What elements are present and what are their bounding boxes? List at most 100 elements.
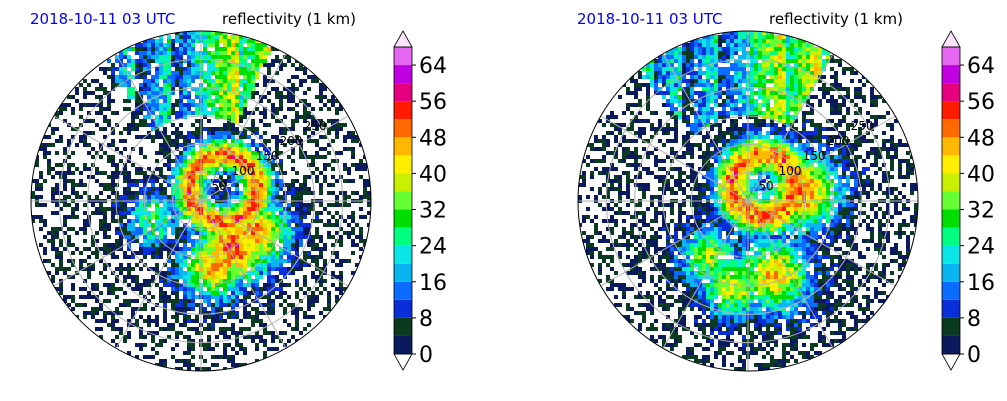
reflectivity-cell bbox=[758, 91, 762, 95]
reflectivity-cell bbox=[155, 115, 159, 119]
reflectivity-cell bbox=[271, 303, 275, 307]
reflectivity-cell bbox=[702, 59, 706, 63]
reflectivity-cell bbox=[103, 223, 107, 227]
reflectivity-cell bbox=[275, 163, 279, 167]
reflectivity-cell bbox=[810, 83, 814, 87]
reflectivity-cell bbox=[363, 187, 367, 191]
reflectivity-cell bbox=[287, 231, 291, 235]
reflectivity-cell bbox=[159, 75, 163, 79]
reflectivity-cell bbox=[291, 119, 295, 123]
reflectivity-cell bbox=[115, 319, 119, 323]
reflectivity-cell bbox=[718, 43, 722, 47]
reflectivity-cell bbox=[878, 115, 882, 119]
reflectivity-cell bbox=[123, 303, 127, 307]
reflectivity-cell bbox=[810, 111, 814, 115]
reflectivity-cell bbox=[251, 191, 255, 195]
reflectivity-cell bbox=[658, 63, 662, 67]
reflectivity-cell bbox=[798, 131, 802, 135]
reflectivity-cell bbox=[183, 143, 187, 147]
reflectivity-cell bbox=[287, 255, 291, 259]
reflectivity-cell bbox=[862, 123, 866, 127]
reflectivity-cell bbox=[239, 195, 243, 199]
reflectivity-cell bbox=[279, 99, 283, 103]
reflectivity-cell bbox=[738, 95, 742, 99]
reflectivity-cell bbox=[255, 331, 259, 335]
reflectivity-cell bbox=[766, 147, 770, 151]
reflectivity-cell bbox=[259, 311, 263, 315]
reflectivity-cell bbox=[107, 235, 111, 239]
reflectivity-cell bbox=[235, 191, 239, 195]
reflectivity-cell bbox=[123, 127, 127, 131]
reflectivity-cell bbox=[231, 211, 235, 215]
reflectivity-cell bbox=[750, 59, 754, 63]
reflectivity-cell bbox=[838, 135, 842, 139]
reflectivity-cell bbox=[754, 127, 758, 131]
reflectivity-cell bbox=[183, 103, 187, 107]
reflectivity-cell bbox=[183, 51, 187, 55]
reflectivity-cell bbox=[702, 83, 706, 87]
reflectivity-cell bbox=[870, 95, 874, 99]
reflectivity-cell bbox=[151, 103, 155, 107]
reflectivity-cell bbox=[227, 155, 231, 159]
reflectivity-cell bbox=[830, 95, 834, 99]
reflectivity-cell bbox=[163, 327, 167, 331]
reflectivity-cell bbox=[642, 147, 646, 151]
reflectivity-cell bbox=[167, 99, 171, 103]
reflectivity-cell bbox=[271, 211, 275, 215]
reflectivity-cell bbox=[259, 263, 263, 267]
reflectivity-cell bbox=[766, 131, 770, 135]
reflectivity-cell bbox=[319, 155, 323, 159]
reflectivity-cell bbox=[271, 267, 275, 271]
reflectivity-cell bbox=[279, 107, 283, 111]
reflectivity-cell bbox=[147, 187, 151, 191]
reflectivity-cell bbox=[335, 135, 339, 139]
reflectivity-cell bbox=[706, 67, 710, 71]
reflectivity-cell bbox=[638, 83, 642, 87]
reflectivity-cell bbox=[179, 79, 183, 83]
reflectivity-cell bbox=[247, 55, 251, 59]
reflectivity-cell bbox=[191, 43, 195, 47]
reflectivity-cell bbox=[822, 59, 826, 63]
reflectivity-cell bbox=[111, 87, 115, 91]
reflectivity-cell bbox=[167, 299, 171, 303]
reflectivity-cell bbox=[227, 103, 231, 107]
reflectivity-cell bbox=[319, 311, 323, 315]
reflectivity-cell bbox=[754, 123, 758, 127]
reflectivity-cell bbox=[690, 43, 694, 47]
reflectivity-cell bbox=[742, 159, 746, 163]
reflectivity-cell bbox=[171, 47, 175, 51]
reflectivity-cell bbox=[123, 251, 127, 255]
reflectivity-cell bbox=[223, 139, 227, 143]
reflectivity-cell bbox=[155, 343, 159, 347]
reflectivity-cell bbox=[722, 83, 726, 87]
reflectivity-cell bbox=[247, 291, 251, 295]
reflectivity-cell bbox=[834, 83, 838, 87]
reflectivity-cell bbox=[754, 63, 758, 67]
reflectivity-cell bbox=[95, 123, 99, 127]
reflectivity-cell bbox=[75, 215, 79, 219]
reflectivity-cell bbox=[802, 131, 806, 135]
reflectivity-cell bbox=[183, 203, 187, 207]
reflectivity-cell bbox=[770, 35, 774, 39]
reflectivity-cell bbox=[786, 55, 790, 59]
reflectivity-cell bbox=[103, 207, 107, 211]
reflectivity-cell bbox=[798, 139, 802, 143]
reflectivity-cell bbox=[279, 231, 283, 235]
reflectivity-cell bbox=[323, 175, 327, 179]
reflectivity-cell bbox=[750, 159, 754, 163]
reflectivity-cell bbox=[195, 319, 199, 323]
reflectivity-cell bbox=[235, 219, 239, 223]
reflectivity-cell bbox=[770, 143, 774, 147]
reflectivity-cell bbox=[730, 63, 734, 67]
reflectivity-cell bbox=[275, 183, 279, 187]
reflectivity-cell bbox=[291, 203, 295, 207]
reflectivity-cell bbox=[311, 203, 315, 207]
reflectivity-cell bbox=[191, 99, 195, 103]
reflectivity-cell bbox=[147, 43, 151, 47]
reflectivity-cell bbox=[203, 235, 207, 239]
reflectivity-cell bbox=[155, 135, 159, 139]
reflectivity-cell bbox=[219, 183, 223, 187]
reflectivity-cell bbox=[287, 183, 291, 187]
reflectivity-cell bbox=[227, 79, 231, 83]
reflectivity-cell bbox=[127, 331, 131, 335]
